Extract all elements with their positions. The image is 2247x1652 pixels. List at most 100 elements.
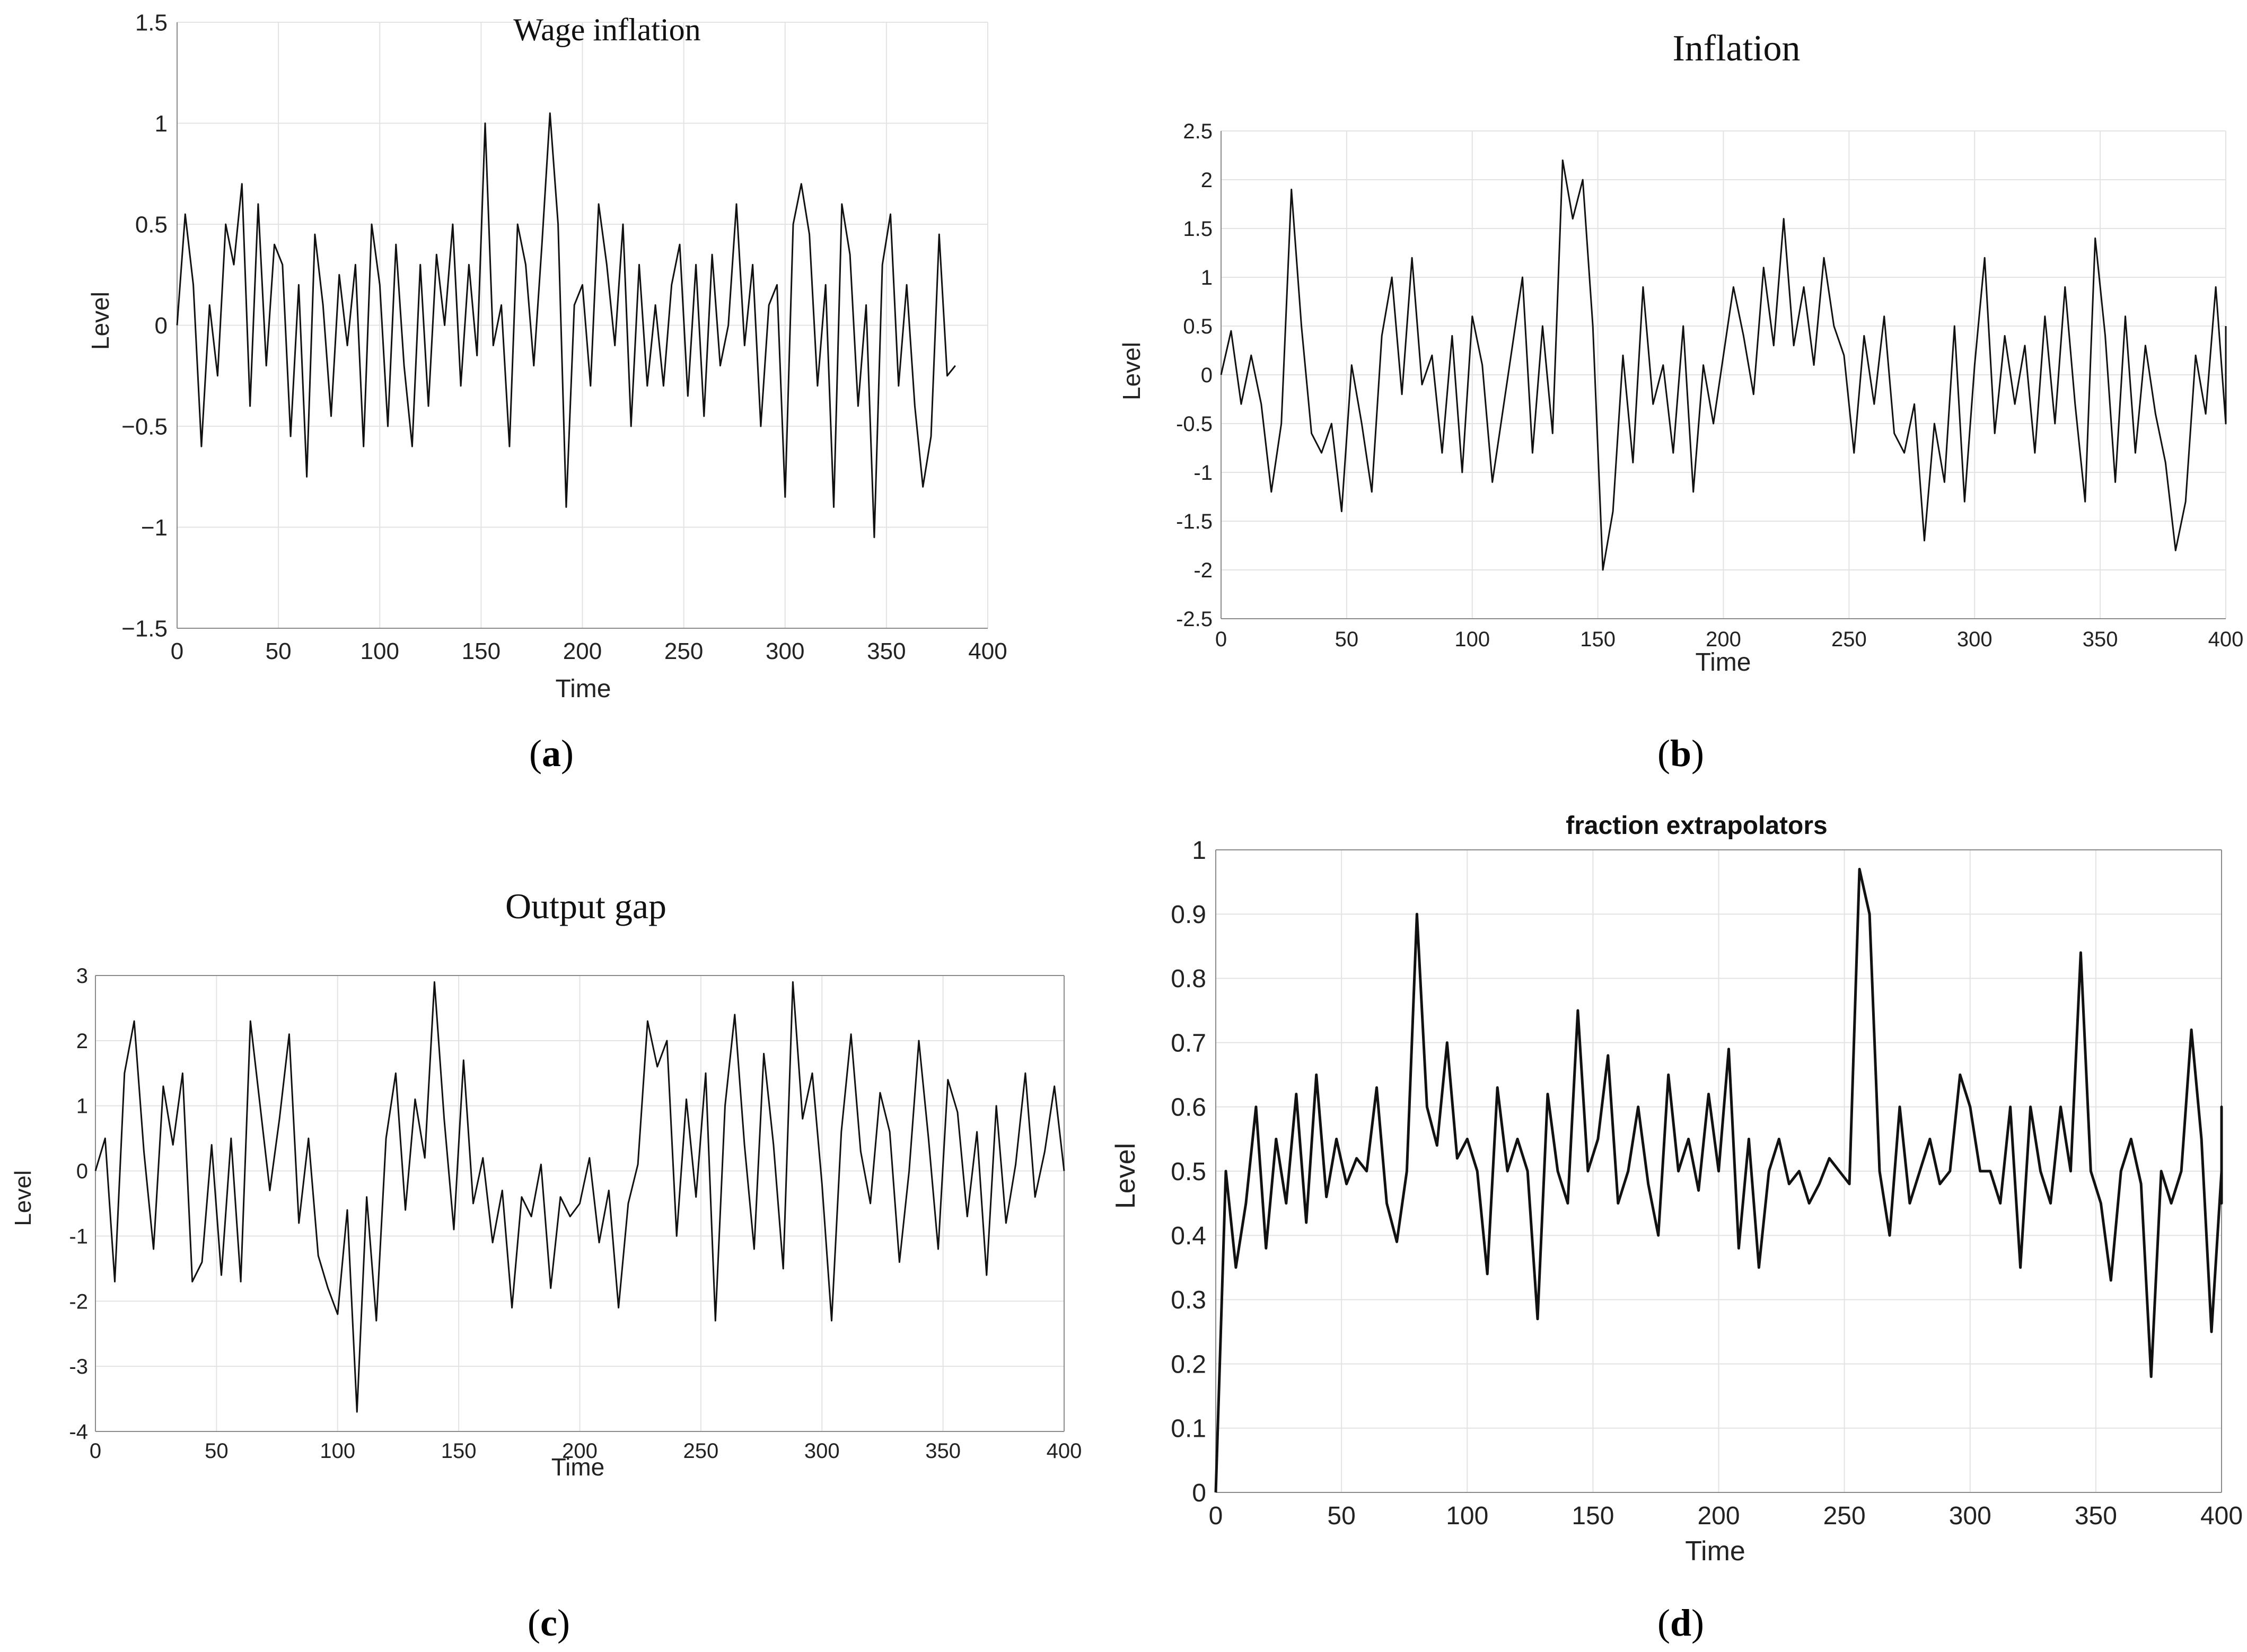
y-axis-label-d: Level [1110,1143,1141,1209]
x-tick-label: 0 [1215,628,1227,651]
y-ticks-b: -2.5 -2 -1.5 -1 -0.5 0 0.5 1 1.5 2 2.5 [1176,120,1213,631]
x-axis-label-a: Time [556,675,611,703]
y-ticks-a: −1.5 −1 −0.5 0 0.5 1 1.5 [121,10,168,642]
y-tick-label: 0 [1201,364,1213,387]
x-tick-label: 300 [804,1439,840,1463]
y-tick-label: 0.5 [135,212,168,238]
panel-d: 0 50 100 150 200 250 300 350 400 0 0.1 0.2 0.3 0.4 0.… [1110,812,2243,1644]
subfigure-label-d: (d) [1657,1602,1704,1644]
y-tick-label: 0.7 [1171,1029,1206,1057]
panel-c: 0 50 100 150 200 250 300 350 400 -4 -3 -2 -1 0 1 2 3 Ou… [10,886,1082,1644]
y-tick-label: 0.5 [1171,1158,1206,1186]
subfigure-label-c: (c) [528,1602,570,1644]
x-tick-label: 250 [683,1439,719,1463]
x-tick-label: 250 [1823,1502,1866,1530]
plot-area-a [176,22,988,629]
x-tick-label: 350 [867,638,906,664]
panel-b: 0 50 100 150 200 250 300 350 400 -2.5 -2 -1.5 -1 -0.… [1118,28,2243,775]
y-tick-label: -0.5 [1176,412,1213,436]
series-line-d [1214,867,2223,1493]
x-tick-label: 200 [562,1439,598,1463]
y-axis-label-c: Level [10,1170,36,1226]
x-tick-label: 150 [441,1439,477,1463]
x-tick-label: 100 [361,638,399,664]
y-tick-label: 1 [1192,837,1206,865]
x-tick-label: 400 [2200,1502,2243,1530]
y-tick-label: 0 [1192,1479,1206,1507]
series-line-c [94,981,1065,1413]
x-tick-label: 250 [664,638,703,664]
plot-area-b [1220,131,2227,619]
y-tick-label: 0.5 [1183,315,1213,338]
x-tick-label: 200 [563,638,602,664]
y-tick-label: -1 [69,1225,88,1248]
x-tick-label: 350 [2083,628,2118,651]
series-line-a [176,112,956,538]
y-axis-label-a: Level [86,292,114,350]
x-tick-label: 200 [1706,628,1741,651]
y-tick-label: 0.8 [1171,965,1206,993]
x-tick-label: 300 [1957,628,1993,651]
x-tick-label: 50 [1335,628,1359,651]
x-tick-label: 350 [2075,1502,2117,1530]
plot-area-d [1214,849,2223,1493]
chart-title-c: Output gap [505,886,666,926]
y-ticks-c: -4 -3 -2 -1 0 1 2 3 [69,964,88,1444]
x-tick-label: 150 [462,638,501,664]
y-tick-label: 2.5 [1183,120,1213,143]
chart-title-b: Inflation [1672,28,1800,69]
y-tick-label: -2 [69,1290,88,1313]
y-tick-label: 1 [76,1095,88,1118]
x-ticks-c: 0 50 100 150 200 250 300 350 400 [90,1439,1082,1463]
x-tick-label: 400 [2208,628,2244,651]
x-axis-label-c: Time [551,1453,605,1481]
y-tick-label: −1 [141,515,168,541]
chart-title-a: Wage inflation [513,12,700,47]
x-tick-label: 0 [90,1439,101,1463]
x-ticks-d: 0 50 100 150 200 250 300 350 400 [1209,1502,2243,1530]
y-tick-label: 0 [76,1160,88,1183]
x-tick-label: 400 [1047,1439,1082,1463]
x-tick-label: 300 [1949,1502,1991,1530]
y-tick-label: -1.5 [1176,510,1213,533]
y-tick-label: 3 [76,964,88,988]
y-tick-label: 1.5 [1183,217,1213,241]
x-tick-label: 300 [766,638,804,664]
plot-area-c [94,975,1065,1432]
x-tick-label: 100 [1446,1502,1488,1530]
y-ticks-d: 0 0.1 0.2 0.3 0.4 0.5 0.6 0.7 0.8 0.9 1 [1171,837,1206,1507]
x-tick-label: 50 [266,638,292,664]
x-tick-label: 350 [925,1439,961,1463]
x-tick-label: 400 [968,638,1007,664]
y-tick-label: 0.1 [1171,1415,1206,1443]
y-tick-label: -1 [1193,461,1213,485]
panel-a: 0 50 100 150 200 250 300 350 400 −1.5 −1 −0.5 0 0.5 1… [86,10,1007,775]
x-tick-label: 100 [320,1439,355,1463]
y-tick-label: 0.6 [1171,1094,1206,1122]
subfigure-label-b: (b) [1657,732,1704,775]
x-tick-label: 150 [1580,628,1616,651]
x-axis-label-b: Time [1696,648,1751,676]
x-axis-label-d: Time [1685,1536,1745,1567]
y-tick-label: 1 [155,111,168,137]
x-tick-label: 150 [1572,1502,1614,1530]
y-tick-label: -3 [69,1355,88,1378]
y-tick-label: 0.3 [1171,1286,1206,1314]
y-tick-label: 0 [155,313,168,339]
y-tick-label: −0.5 [121,414,168,440]
series-line-b [1220,159,2227,571]
x-tick-label: 50 [1327,1502,1355,1530]
y-tick-label: 0.2 [1171,1350,1206,1378]
x-tick-label: 0 [171,638,183,664]
x-ticks-a: 0 50 100 150 200 250 300 350 400 [171,638,1007,664]
y-tick-label: -4 [69,1420,88,1444]
y-tick-label: 1 [1201,266,1213,289]
x-tick-label: 200 [1697,1502,1740,1530]
y-tick-label: -2.5 [1176,608,1213,631]
x-tick-label: 0 [1209,1502,1223,1530]
y-tick-label: 2 [1201,169,1213,192]
x-tick-label: 50 [205,1439,229,1463]
y-axis-label-b: Level [1118,342,1145,400]
